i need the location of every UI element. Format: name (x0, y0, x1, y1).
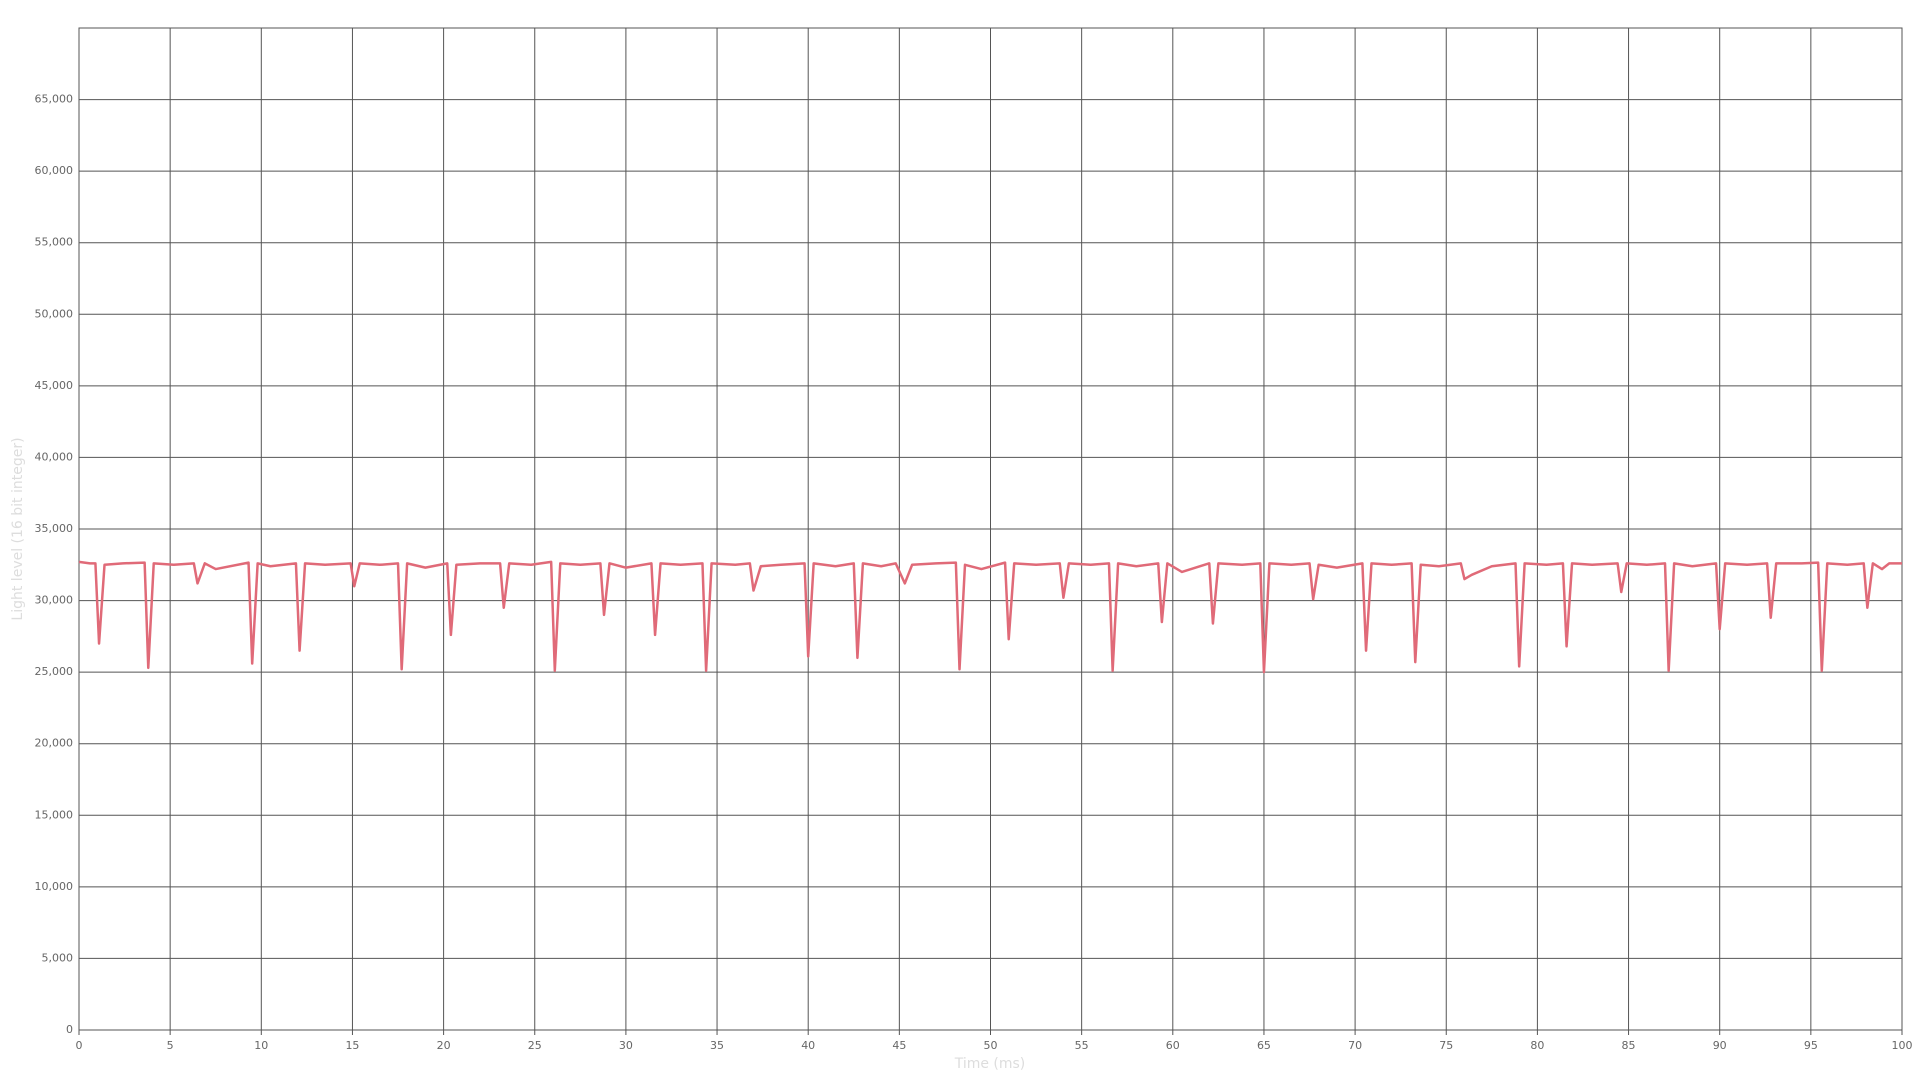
x-tick-label: 45 (892, 1039, 906, 1052)
x-tick-label: 40 (801, 1039, 815, 1052)
x-tick-label: 75 (1439, 1039, 1453, 1052)
x-tick-label: 100 (1892, 1039, 1913, 1052)
y-tick-label: 25,000 (35, 665, 74, 678)
x-axis-title: Time (ms) (954, 1056, 1026, 1072)
x-tick-label: 60 (1166, 1039, 1180, 1052)
x-tick-label: 85 (1622, 1039, 1636, 1052)
x-tick-label: 10 (254, 1039, 268, 1052)
y-tick-label: 35,000 (35, 522, 74, 535)
x-tick-label: 90 (1713, 1039, 1727, 1052)
x-tick-label: 0 (76, 1039, 83, 1052)
y-tick-label: 5,000 (42, 951, 74, 964)
y-axis-title: Light level (16 bit integer) (10, 437, 26, 620)
data-line (78, 560, 1902, 674)
y-tick-label: 20,000 (35, 737, 74, 750)
y-tick-label: 30,000 (35, 594, 74, 607)
y-tick-label: 50,000 (35, 307, 74, 320)
y-tick-label: 65,000 (35, 93, 74, 106)
y-tick-label: 40,000 (35, 450, 74, 463)
y-tick-label: 10,000 (35, 880, 74, 893)
x-tick-label: 70 (1348, 1039, 1362, 1052)
x-tick-label: 95 (1804, 1039, 1818, 1052)
x-tick-label: 55 (1075, 1039, 1089, 1052)
x-tick-label: 35 (710, 1039, 724, 1052)
x-tick-label: 20 (437, 1039, 451, 1052)
y-tick-label: 0 (66, 1023, 73, 1036)
x-tick-label: 65 (1257, 1039, 1271, 1052)
plot-frame (78, 27, 1903, 1031)
x-tick-label: 50 (984, 1039, 998, 1052)
y-tick-label: 45,000 (35, 379, 74, 392)
x-tick-label: 80 (1530, 1039, 1544, 1052)
x-tick-label: 5 (167, 1039, 174, 1052)
y-tick-label: 55,000 (35, 236, 74, 249)
x-tick-label: 25 (528, 1039, 542, 1052)
x-tick-label: 30 (619, 1039, 633, 1052)
x-tick-label: 15 (345, 1039, 359, 1052)
y-tick-label: 60,000 (35, 164, 74, 177)
y-tick-label: 15,000 (35, 808, 74, 821)
